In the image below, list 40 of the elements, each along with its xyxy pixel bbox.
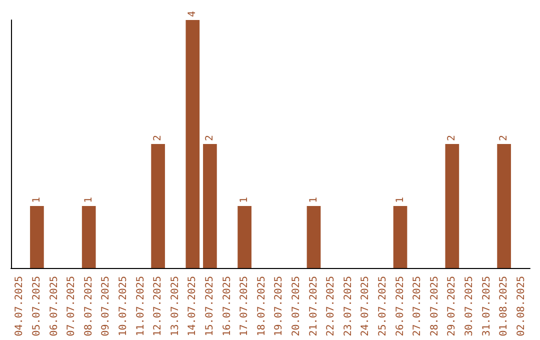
x-tick-label: 23.07.2025 [342, 276, 354, 336]
data-label: 2 [446, 134, 458, 141]
x-tick-label: 05.07.2025 [31, 276, 42, 336]
data-label: 1 [308, 196, 320, 203]
x-tick-label: 14.07.2025 [187, 276, 198, 336]
data-label: 2 [498, 134, 510, 141]
x-tick-label: 02.08.2025 [516, 276, 527, 336]
x-tick-label: 15.07.2025 [204, 276, 216, 336]
x-tick-label: 11.07.2025 [135, 276, 146, 336]
x-tick-label: 27.07.2025 [412, 276, 424, 336]
x-tick-label: 26.07.2025 [394, 276, 406, 336]
x-tick-label: 28.07.2025 [429, 276, 440, 336]
data-label: 1 [31, 196, 42, 203]
x-tick-label: 09.07.2025 [100, 276, 112, 336]
x-tick-label: 19.07.2025 [274, 276, 285, 336]
x-tick-label: 31.07.2025 [481, 276, 492, 336]
x-tick-label: 20.07.2025 [290, 276, 302, 336]
x-tick-label: 18.07.2025 [256, 276, 268, 336]
x-tick-label: 01.08.2025 [498, 276, 510, 336]
data-label: 2 [152, 134, 164, 141]
x-tick-label: 30.07.2025 [464, 276, 475, 336]
x-tick-label: 04.07.2025 [14, 276, 26, 336]
x-tick-label: 12.07.2025 [152, 276, 164, 336]
x-tick-label: 08.07.2025 [83, 276, 94, 336]
x-tick-label: 06.07.2025 [48, 276, 60, 336]
data-label: 1 [83, 196, 94, 203]
x-tick-label: 24.07.2025 [360, 276, 372, 336]
data-label: 1 [394, 196, 406, 203]
x-tick-label: 25.07.2025 [377, 276, 388, 336]
x-tick-label: 16.07.2025 [222, 276, 233, 336]
x-tick-label: 10.07.2025 [118, 276, 129, 336]
x-tick-label: 07.07.2025 [66, 276, 78, 336]
x-tick-label: 13.07.2025 [170, 276, 181, 336]
x-tick-label: 22.07.2025 [326, 276, 337, 336]
data-label: 4 [187, 10, 198, 17]
data-label: 2 [204, 134, 216, 141]
data-label: 1 [239, 196, 250, 203]
x-tick-label: 21.07.2025 [308, 276, 320, 336]
x-tick-label: 17.07.2025 [239, 276, 250, 336]
x-tick-label: 29.07.2025 [446, 276, 458, 336]
